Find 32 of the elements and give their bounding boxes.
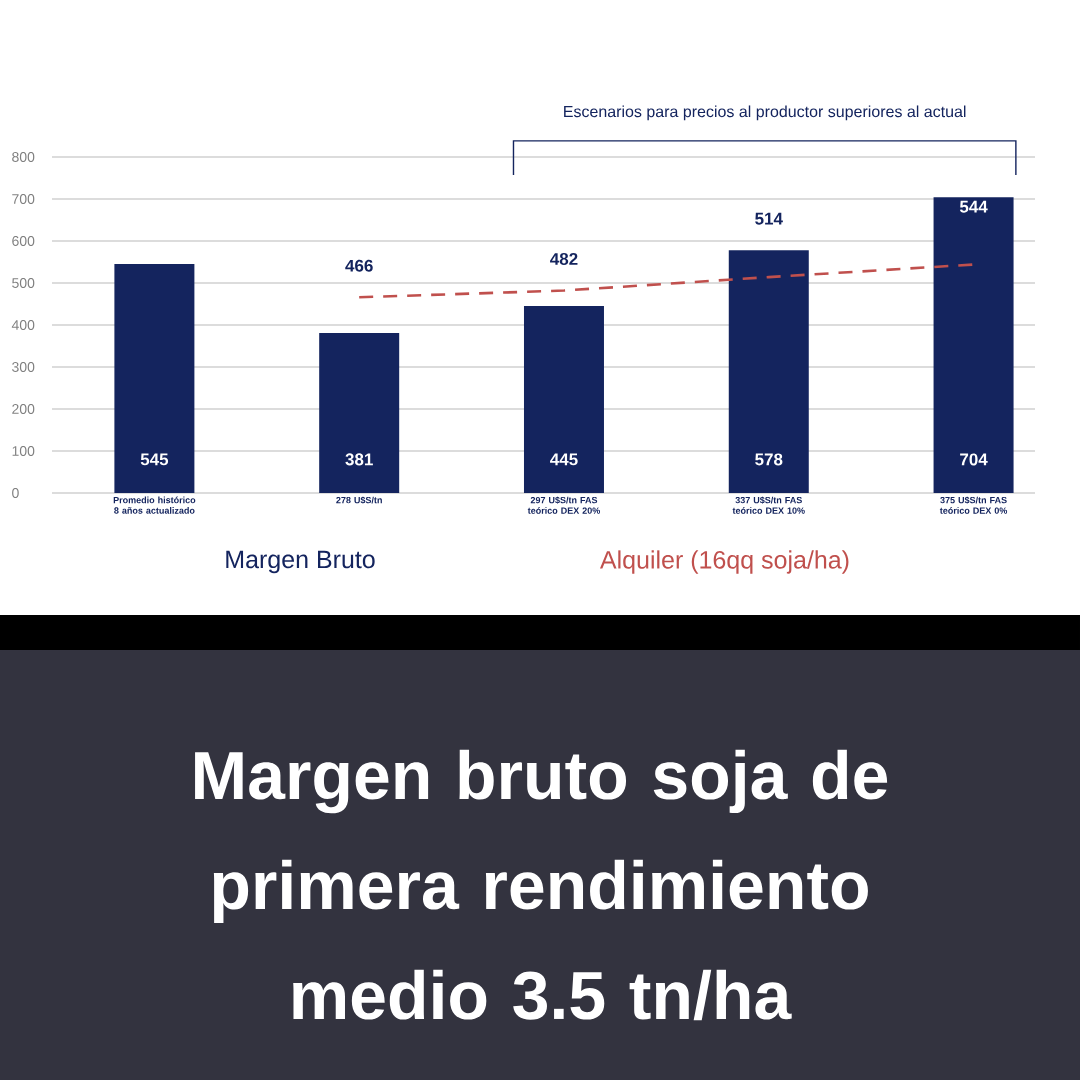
data-label: 445 <box>550 453 578 466</box>
y-tick-label: 100 <box>12 446 35 456</box>
data-label: 545 <box>140 453 169 466</box>
text: Margen bruto soja de primera rendimiento medio 3.5 tn/ha <box>195 749 888 1021</box>
y-tick-label: 200 <box>12 404 35 414</box>
y-tick-label: 600 <box>12 236 35 246</box>
x-tick-label: 375 U$S/tn FAS teórico DEX 0% <box>939 496 1008 514</box>
bar <box>114 264 195 493</box>
y-tick-label: 500 <box>12 278 35 288</box>
bar <box>728 250 809 493</box>
x-tick-label: 278 U$S/tn <box>336 496 382 504</box>
y-tick-label: 300 <box>12 362 35 372</box>
data-label: 466 <box>345 259 373 272</box>
x-tick-label: 337 U$S/tn FAS teórico DEX 10% <box>732 496 805 514</box>
text: Alquiler (16qq soja/ha) <box>599 550 849 574</box>
x-tick-label: 297 U$S/tn FAS teórico DEX 20% <box>527 496 600 514</box>
bar <box>523 306 604 493</box>
data-label: 482 <box>550 252 578 266</box>
bar <box>933 197 1014 493</box>
y-tick-label: 400 <box>11 320 35 330</box>
data-label: 514 <box>755 212 783 225</box>
data-label: 704 <box>960 453 988 466</box>
x-tick-label: Promedio histórico 8 años actualizado <box>113 496 196 514</box>
data-label: 381 <box>345 453 373 466</box>
bar <box>319 332 400 493</box>
y-tick-label: 700 <box>12 194 35 204</box>
text: Margen Bruto <box>226 550 375 574</box>
y-tick-label: 0 <box>12 488 19 498</box>
text: Escenarios para precios al productor superiores al actual <box>564 105 966 121</box>
y-tick-label: 800 <box>12 152 35 162</box>
data-label: 578 <box>755 453 783 466</box>
data-label: 544 <box>959 200 988 213</box>
